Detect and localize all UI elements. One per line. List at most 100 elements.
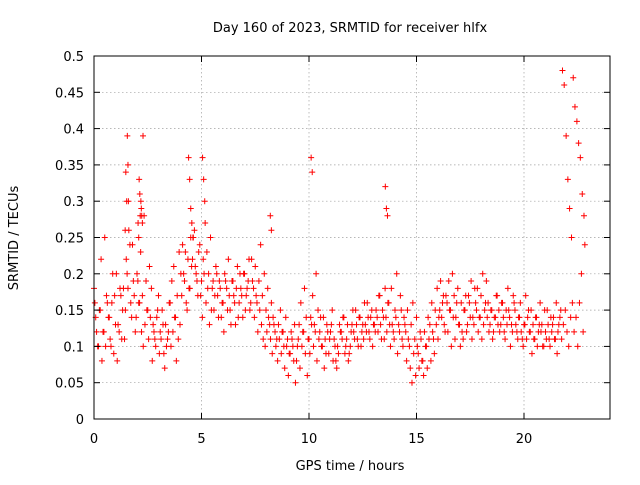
data-point — [351, 336, 358, 343]
data-point — [309, 169, 316, 176]
data-point — [137, 198, 144, 205]
y-axis: 0 0.05 0.1 0.15 0.2 0.25 0.3 0.35 0.4 0.45 0.5 — [55, 50, 610, 428]
data-point — [174, 292, 181, 299]
data-point — [337, 328, 344, 335]
data-point — [259, 292, 266, 299]
data-point — [522, 292, 529, 299]
data-point — [207, 234, 214, 241]
data-point — [571, 328, 578, 335]
data-point — [153, 314, 160, 321]
data-point — [414, 343, 421, 350]
data-point — [407, 365, 414, 372]
data-point — [225, 256, 232, 263]
data-point — [559, 67, 566, 74]
data-point — [277, 307, 284, 314]
data-point — [426, 321, 433, 328]
data-point — [210, 278, 217, 285]
data-point — [154, 307, 161, 314]
data-point — [146, 263, 153, 270]
data-point — [384, 212, 391, 219]
data-point — [206, 321, 213, 328]
data-point — [100, 328, 107, 335]
data-point — [137, 249, 144, 256]
data-point — [253, 299, 260, 306]
data-point — [333, 365, 340, 372]
data-point — [411, 336, 418, 343]
data-point — [120, 285, 127, 292]
data-point — [468, 278, 475, 285]
data-point — [537, 299, 544, 306]
data-point — [102, 343, 109, 350]
data-point — [296, 321, 303, 328]
data-point — [138, 205, 145, 212]
data-point — [478, 292, 484, 299]
data-point — [581, 241, 588, 248]
data-point — [431, 350, 438, 357]
data-point — [408, 379, 415, 386]
data-point — [161, 365, 168, 372]
data-point — [249, 278, 256, 285]
data-point — [134, 278, 141, 285]
data-point — [163, 343, 170, 350]
data-point — [425, 314, 432, 321]
data-point — [261, 270, 268, 277]
data-point — [578, 270, 585, 277]
data-point — [262, 343, 269, 350]
data-point — [457, 343, 464, 350]
data-point — [459, 328, 466, 335]
chart-title: Day 160 of 2023, SRMTID for receiver hlf… — [213, 21, 488, 36]
data-point — [101, 234, 108, 241]
data-point — [378, 336, 385, 343]
data-point — [217, 285, 224, 292]
data-point — [479, 270, 486, 277]
data-point — [326, 336, 333, 343]
data-point — [451, 336, 458, 343]
data-point — [571, 103, 578, 110]
data-point — [220, 328, 227, 335]
x-axis: 0 5 10 15 20 — [90, 56, 532, 447]
data-point — [123, 256, 130, 263]
data-point — [149, 357, 156, 364]
data-point — [181, 278, 188, 285]
data-point — [511, 307, 518, 314]
data-point — [446, 307, 453, 314]
data-point — [391, 336, 398, 343]
data-point — [423, 343, 430, 350]
data-point — [413, 314, 420, 321]
data-point — [500, 314, 507, 321]
data-point — [569, 299, 576, 306]
data-point — [226, 292, 233, 299]
data-point — [279, 328, 286, 335]
data-point — [355, 343, 362, 350]
data-point — [502, 336, 509, 343]
data-point — [118, 336, 125, 343]
data-point — [242, 307, 249, 314]
data-point — [430, 336, 437, 343]
data-point — [573, 314, 580, 321]
data-point — [203, 249, 210, 256]
data-point — [303, 314, 310, 321]
data-point — [107, 336, 114, 343]
data-point — [322, 350, 329, 357]
data-point — [138, 328, 145, 335]
data-point — [527, 328, 534, 335]
data-point — [563, 132, 570, 139]
data-point — [185, 154, 192, 161]
data-point — [523, 336, 530, 343]
data-point — [489, 336, 496, 343]
data-point — [371, 321, 378, 328]
data-point — [469, 314, 476, 321]
data-point — [313, 270, 320, 277]
data-point — [140, 343, 147, 350]
data-point — [344, 321, 351, 328]
data-point — [165, 328, 172, 335]
data-point — [143, 278, 150, 285]
data-point — [450, 314, 457, 321]
data-point — [442, 292, 449, 299]
data-point — [139, 292, 146, 299]
data-point — [448, 343, 455, 350]
data-point — [133, 314, 140, 321]
data-point — [557, 307, 564, 314]
data-point — [203, 299, 210, 306]
data-point — [399, 336, 406, 343]
